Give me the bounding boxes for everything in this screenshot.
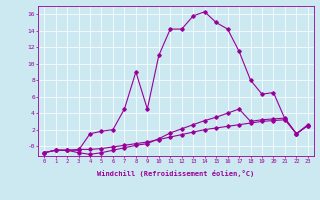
X-axis label: Windchill (Refroidissement éolien,°C): Windchill (Refroidissement éolien,°C)	[97, 170, 255, 177]
